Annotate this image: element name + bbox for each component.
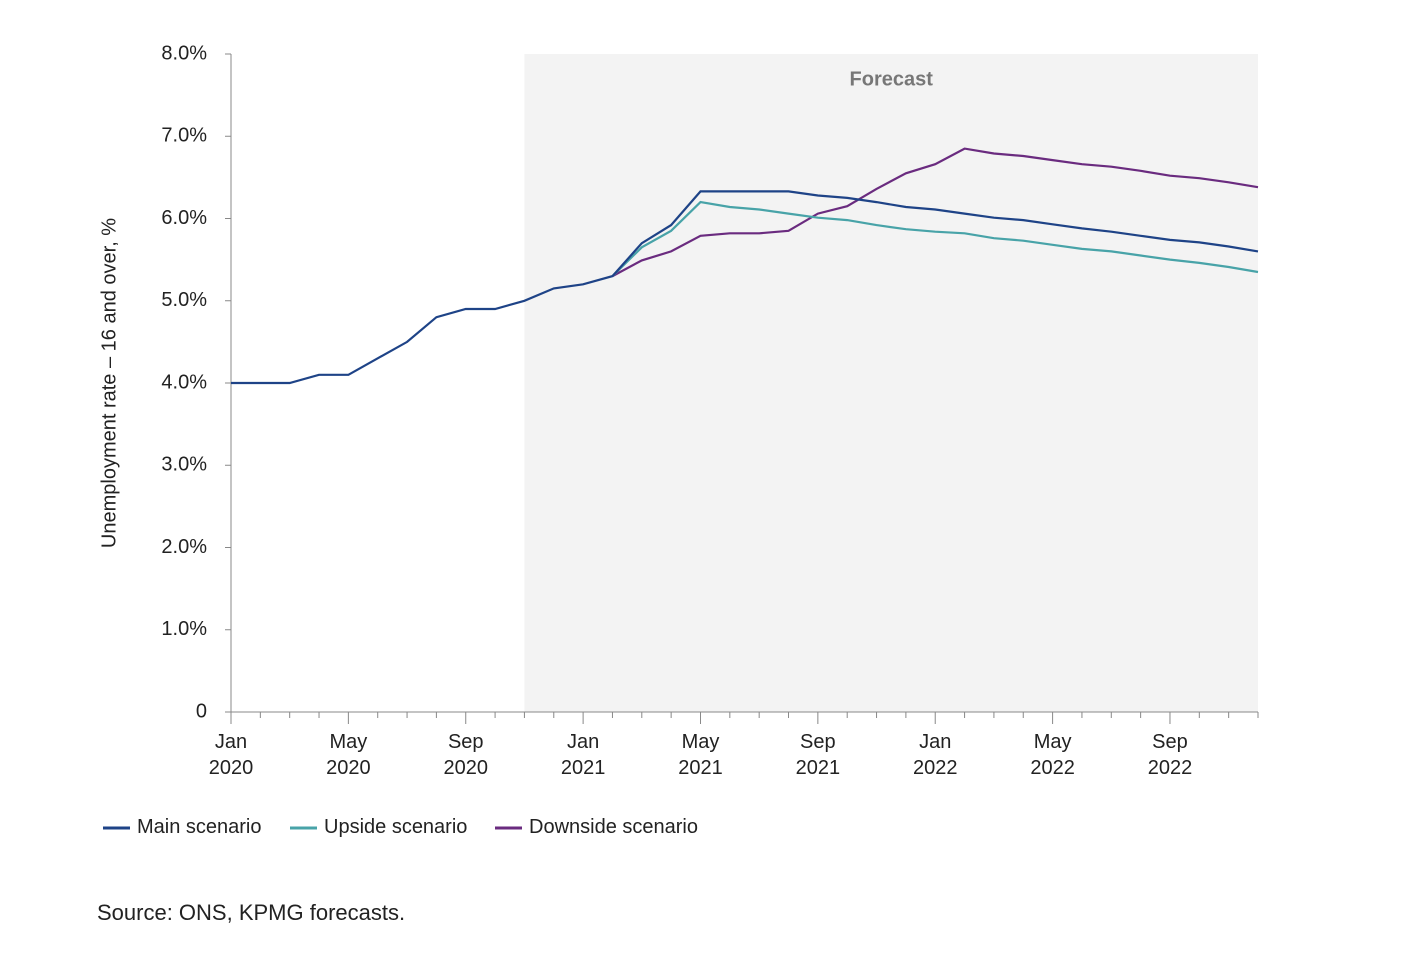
- legend-label: Upside scenario: [324, 816, 468, 838]
- series-line: [231, 190, 1259, 385]
- y-axis-label: Unemployment rate – 16 and over, %: [98, 218, 120, 548]
- series-line: [611, 200, 1259, 277]
- y-tick-label: 0: [196, 700, 207, 722]
- y-tick-label: 1.0%: [161, 618, 207, 640]
- x-tick-label: Jan 2021: [560, 731, 606, 779]
- x-tick-label: Sep 2021: [795, 731, 841, 779]
- forecast-label: Forecast: [850, 68, 934, 90]
- x-tick-label: Sep 2020: [443, 731, 488, 779]
- y-tick-label: 2.0%: [161, 536, 207, 558]
- x-tick-label: May 2021: [678, 731, 723, 779]
- y-tick-label: 7.0%: [161, 125, 207, 147]
- y-tick-label: 8.0%: [161, 42, 207, 64]
- y-tick-label: 3.0%: [161, 454, 207, 476]
- x-tick-label: Jan 2022: [912, 731, 958, 779]
- source-note: Source: ONS, KPMG forecasts.: [97, 900, 406, 925]
- y-tick-label: 6.0%: [161, 207, 207, 229]
- x-tick-label: May 2022: [1030, 731, 1075, 779]
- x-tick-label: Sep 2022: [1147, 731, 1193, 779]
- legend-label: Downside scenario: [529, 816, 698, 838]
- legend-label: Main scenario: [137, 816, 262, 838]
- series-line: [611, 147, 1259, 278]
- x-tick-label: May 2020: [326, 731, 371, 779]
- y-tick-label: 4.0%: [161, 371, 207, 393]
- forecast-band: [524, 54, 1258, 712]
- y-tick-label: 5.0%: [161, 289, 207, 311]
- x-tick-label: Jan 2020: [208, 731, 254, 779]
